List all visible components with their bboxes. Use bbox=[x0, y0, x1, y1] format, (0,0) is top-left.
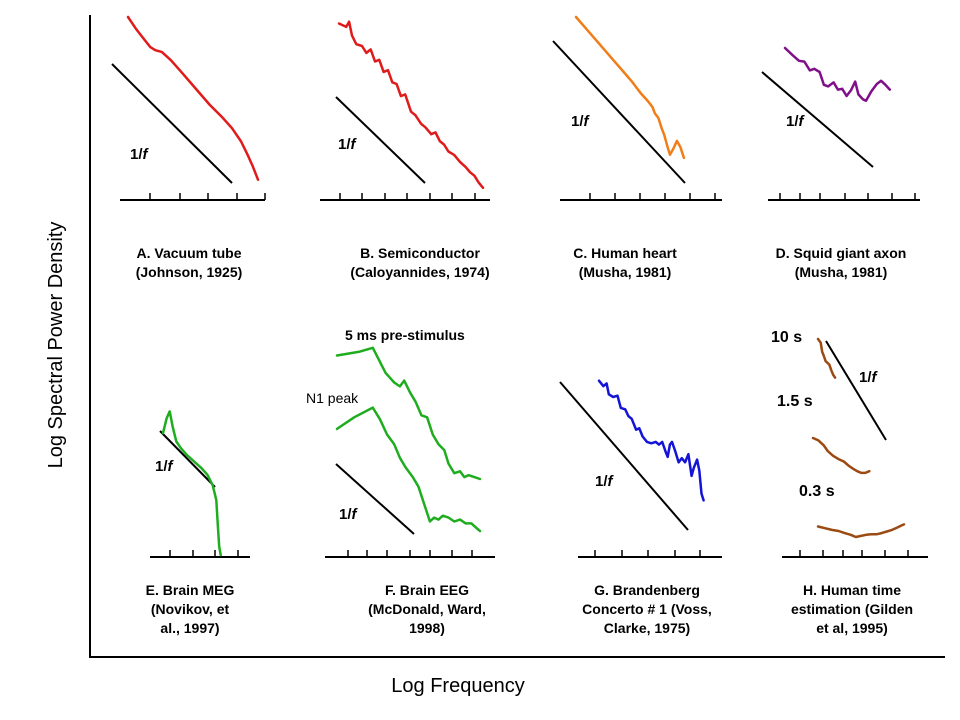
reference-label-var: f bbox=[608, 473, 615, 490]
series-line-h-2 bbox=[816, 523, 906, 539]
panel-f: 1/f 5 ms pre-stimulus N1 peak F. Brain EEG (… bbox=[306, 327, 495, 636]
panel-caption: B. Semiconductor bbox=[360, 245, 480, 261]
reference-label-var: f bbox=[584, 113, 591, 130]
series-line-f-0 bbox=[335, 346, 482, 481]
reference-line-1-over-f bbox=[335, 463, 415, 535]
x-axis-title: Log Frequency bbox=[391, 675, 524, 697]
panel-caption: C. Human heart bbox=[573, 245, 677, 261]
reference-line-1-over-f bbox=[111, 63, 233, 184]
series-line-e-0 bbox=[161, 410, 222, 557]
panel-caption: (McDonald, Ward, bbox=[368, 601, 486, 617]
panel-caption: (Musha, 1981) bbox=[795, 264, 888, 280]
reference-label: 1/f bbox=[155, 458, 175, 475]
reference-label-var: f bbox=[168, 458, 175, 475]
panel-caption: G. Brandenberg bbox=[594, 582, 700, 598]
series-label: N1 peak bbox=[306, 390, 359, 406]
panel-caption: A. Vacuum tube bbox=[136, 245, 241, 261]
panel-caption: al., 1997) bbox=[160, 620, 219, 636]
panel-a: 1/f A. Vacuum tube (Johnson, 1925) bbox=[111, 15, 266, 280]
reference-label-prefix: 1/ bbox=[130, 146, 143, 163]
reference-label: 1/f bbox=[571, 113, 591, 130]
panel-caption: 1998) bbox=[409, 620, 445, 636]
reference-label: 1/f bbox=[338, 136, 358, 153]
panel-caption: (Caloyannides, 1974) bbox=[350, 264, 489, 280]
reference-line-1-over-f bbox=[761, 71, 874, 168]
panel-caption: et al, 1995) bbox=[816, 620, 888, 636]
reference-label-var: f bbox=[799, 113, 806, 130]
reference-label-var: f bbox=[872, 369, 879, 386]
reference-line-1-over-f bbox=[159, 430, 216, 488]
reference-line-1-over-f bbox=[825, 340, 887, 441]
series-line-h-0 bbox=[816, 337, 837, 379]
reference-label: 1/f bbox=[786, 113, 806, 130]
panel-caption: (Musha, 1981) bbox=[579, 264, 672, 280]
panel-caption: Concerto # 1 (Voss, bbox=[582, 601, 712, 617]
panel-caption: (Novikov, et bbox=[151, 601, 230, 617]
series-line-f-1 bbox=[335, 406, 482, 533]
series-line-g-0 bbox=[597, 379, 705, 502]
panel-h: 1/f 10 s 1.5 s 0.3 s H. Human time estimation… bbox=[771, 329, 928, 636]
panel-b: 1/f B. Semiconductor (Caloyannides, 1974) bbox=[320, 20, 490, 280]
reference-line-1-over-f bbox=[559, 381, 689, 531]
panel-caption: Clarke, 1975) bbox=[604, 620, 690, 636]
reference-label-var: f bbox=[143, 146, 150, 163]
reference-label: 1/f bbox=[595, 473, 615, 490]
series-label: 1.5 s bbox=[777, 393, 813, 410]
series-label: 5 ms pre-stimulus bbox=[345, 327, 465, 343]
panel-d: 1/f D. Squid giant axon (Musha, 1981) bbox=[761, 46, 920, 280]
reference-label-prefix: 1/ bbox=[338, 136, 351, 153]
reference-label-prefix: 1/ bbox=[155, 458, 168, 475]
panel-caption: F. Brain EEG bbox=[385, 582, 469, 598]
panel-caption: E. Brain MEG bbox=[146, 582, 235, 598]
reference-line-1-over-f bbox=[335, 96, 426, 184]
reference-label: 1/f bbox=[339, 506, 359, 523]
series-line-h-1 bbox=[811, 436, 871, 475]
reference-label-var: f bbox=[352, 506, 359, 523]
series-label: 10 s bbox=[771, 329, 802, 346]
panel-caption: (Johnson, 1925) bbox=[136, 264, 243, 280]
series-line-b-0 bbox=[337, 20, 485, 190]
reference-label: 1/f bbox=[130, 146, 150, 163]
panel-caption: D. Squid giant axon bbox=[776, 245, 907, 261]
series-label: 0.3 s bbox=[799, 483, 835, 500]
series-line-d-0 bbox=[783, 46, 892, 103]
panel-c: 1/f C. Human heart (Musha, 1981) bbox=[552, 15, 722, 280]
series-line-c-0 bbox=[574, 15, 686, 160]
reference-label-prefix: 1/ bbox=[595, 473, 608, 490]
panel-e: 1/f E. Brain MEG (Novikov, et al., 1997) bbox=[146, 410, 250, 636]
panel-g: 1/f G. Brandenberg Concerto # 1 (Voss, Clar… bbox=[559, 379, 722, 636]
panel-caption: estimation (Gilden bbox=[791, 601, 913, 617]
reference-label-prefix: 1/ bbox=[859, 369, 872, 386]
reference-label-prefix: 1/ bbox=[571, 113, 584, 130]
reference-line-1-over-f bbox=[552, 40, 686, 184]
series-line-a-0 bbox=[126, 15, 260, 181]
panels: 1/f A. Vacuum tube (Johnson, 1925) 1/f B. Se… bbox=[111, 15, 928, 636]
reference-label-var: f bbox=[351, 136, 358, 153]
reference-label-prefix: 1/ bbox=[786, 113, 799, 130]
reference-label-prefix: 1/ bbox=[339, 506, 352, 523]
reference-label: 1/f bbox=[859, 369, 879, 386]
y-axis-title: Log Spectral Power Density bbox=[45, 222, 67, 469]
panel-caption: H. Human time bbox=[803, 582, 901, 598]
